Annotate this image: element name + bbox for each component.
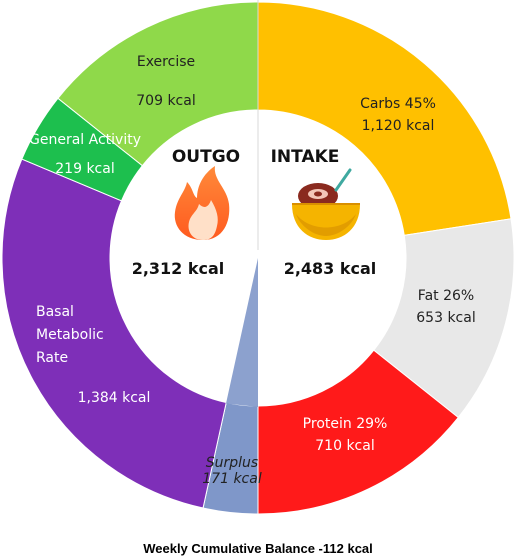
surplus-pointer xyxy=(226,258,258,407)
outgo-heading: OUTGO xyxy=(172,147,240,167)
general-label: General Activity xyxy=(29,132,141,148)
outgo-total: 2,312 kcal xyxy=(132,259,225,278)
bmr-segment xyxy=(1,158,227,509)
fat-label: Fat 26% xyxy=(418,288,474,304)
surplus-value-label: 171 kcal xyxy=(202,471,262,487)
food-bowl-icon xyxy=(292,168,360,240)
protein-value-label: 710 kcal xyxy=(315,438,374,454)
exercise-label: Exercise xyxy=(137,54,195,70)
segment-labels: Carbs 45% 1,120 kcal Fat 26% 653 kcal Protei… xyxy=(29,54,476,487)
weekly-balance-footer: Weekly Cumulative Balance -112 kcal xyxy=(143,541,373,556)
fat-value-label: 653 kcal xyxy=(416,310,475,326)
bmr-label-line-3: Rate xyxy=(36,350,68,366)
bmr-label-line-2: Metabolic xyxy=(36,327,104,343)
exercise-value-label: 709 kcal xyxy=(136,93,195,109)
intake-total: 2,483 kcal xyxy=(284,259,377,278)
bmr-label-line-1: Basal xyxy=(36,304,74,320)
carbs-value-label: 1,120 kcal xyxy=(362,118,435,134)
general-value-label: 219 kcal xyxy=(55,161,114,177)
intake-heading: INTAKE xyxy=(271,147,340,167)
carbs-segment xyxy=(257,1,512,236)
protein-label: Protein 29% xyxy=(303,416,388,432)
fire-icon xyxy=(174,166,230,240)
carbs-label: Carbs 45% xyxy=(360,96,436,112)
surplus-label: Surplus xyxy=(206,455,258,471)
donut-segments xyxy=(1,1,515,515)
bmr-value-label: 1,384 kcal xyxy=(78,390,151,406)
